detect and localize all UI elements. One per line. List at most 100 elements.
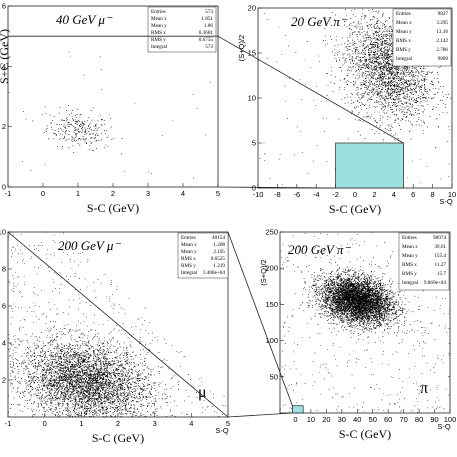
stats-value: 11.27: [435, 262, 447, 268]
stats-label: Mean x: [396, 20, 412, 26]
x-axis-label: S-C (GeV): [87, 201, 139, 215]
stats-value: 1.86: [204, 23, 213, 29]
stats-label: Mean y: [151, 23, 167, 29]
stats-label: Entries: [151, 9, 166, 15]
stats-value: 1.219: [213, 263, 225, 269]
stats-label: Mean y: [402, 253, 418, 259]
y-tick-label: 0: [2, 183, 6, 192]
stats-label: Integral: [396, 56, 413, 62]
plot-title: 200 GeV π⁻: [288, 242, 351, 257]
diagonal-cut-line: [7, 231, 229, 418]
stats-value: 2.105: [213, 249, 225, 255]
x-tick-label: -4: [313, 190, 320, 199]
corner-axis-label: S-Q: [437, 422, 451, 431]
y-tick-label: 0: [252, 184, 256, 193]
x-tick-label: 0: [43, 419, 47, 428]
y-tick-label: 2: [2, 376, 6, 385]
y-axis-label: S+C (GeV): [0, 29, 11, 84]
stats-label: RMS y: [181, 263, 196, 269]
y-tick-label: 2: [2, 122, 6, 131]
plot-p4: 0 10 20 30 40 50 60 70 80 90 100 50 100 150 200 250 200 …: [259, 228, 456, 442]
plot-title: 200 GeV μ⁻: [58, 238, 121, 253]
x-tick-label: -1: [5, 189, 12, 198]
stats-value: 2.142: [436, 38, 448, 44]
x-tick-label: 2: [372, 190, 376, 199]
stats-value: 1.851: [201, 16, 213, 22]
zoom-connector-line: [217, 186, 336, 189]
stats-label: Integral: [402, 280, 419, 286]
stats-label: RMS x: [181, 256, 196, 262]
x-tick-label: 5: [226, 419, 230, 428]
stats-value: 3.295: [436, 20, 448, 26]
stats-label: RMS y: [151, 37, 166, 43]
x-tick-label: 20: [322, 415, 330, 424]
x-tick-label: -8: [274, 190, 281, 199]
y-axis-label: (S+Q)/2: [237, 35, 246, 61]
stats-value: 98974: [433, 235, 446, 241]
stats-label: Integral: [151, 44, 168, 50]
x-tick-label: 4: [392, 190, 396, 199]
stats-box: [147, 6, 217, 53]
zoom-connectors: [7, 35, 404, 418]
x-tick-label: 10: [307, 415, 315, 424]
x-axis-label: S-C (GeV): [329, 202, 381, 216]
stats-value: 9809: [438, 56, 449, 62]
x-tick-label: 1: [76, 189, 80, 198]
plot-title: 20 GeV π⁻: [291, 14, 348, 29]
stats-value: 155.4: [434, 253, 446, 259]
x-tick-label: 30: [338, 415, 346, 424]
x-tick-label: 0: [353, 190, 357, 199]
y-tick-label: 10: [248, 94, 256, 103]
x-axis-label: S-C (GeV): [92, 431, 144, 445]
x-tick-label: -1: [5, 419, 12, 428]
x-tick-label: 2: [111, 189, 115, 198]
scatter-points: [8, 51, 211, 179]
stats-value: 2.786: [436, 47, 448, 53]
y-tick-label: 5: [252, 139, 256, 148]
x-tick-label: 10: [448, 190, 456, 199]
x-tick-label: 1: [79, 419, 83, 428]
x-tick-label: 3: [146, 189, 150, 198]
x-tick-label: -10: [253, 190, 264, 199]
y-tick-label: 8: [2, 265, 6, 274]
y-tick-label: 6: [2, 302, 6, 311]
stats-label: Integral: [181, 270, 198, 276]
stats-value: 13.16: [436, 29, 448, 35]
stats-value: 573: [205, 9, 213, 15]
stats-box: [177, 232, 229, 279]
y-tick-label: 250: [265, 228, 278, 237]
zoom-connector-line: [227, 412, 293, 418]
y-tick-label: 150: [265, 300, 278, 309]
stats-label: Mean y: [396, 29, 412, 35]
x-tick-label: 0: [293, 415, 297, 424]
y-tick-label: 10: [0, 228, 6, 237]
zoom-connector-line: [217, 35, 404, 144]
stats-value: 9827: [438, 11, 449, 17]
corner-axis-label: S-Q: [439, 197, 453, 206]
stats-label: Entries: [181, 235, 196, 241]
x-tick-label: 0: [41, 189, 45, 198]
stats-value: 0.6755: [199, 37, 214, 43]
stats-label: RMS x: [402, 262, 417, 268]
y-tick-label: 50: [270, 372, 278, 381]
stats-value: 40154: [212, 235, 225, 241]
x-tick-label: 6: [411, 190, 415, 199]
zoom-region-box: [335, 142, 404, 189]
x-tick-label: -6: [293, 190, 300, 199]
particle-label: μ: [198, 384, 207, 401]
stats-value: 0.6525: [211, 256, 226, 262]
stats-value: 0.3681: [199, 30, 214, 36]
x-tick-label: 3: [153, 419, 157, 428]
zoom-region-box: [292, 405, 304, 414]
x-tick-label: 50: [369, 415, 377, 424]
stats-label: RMS y: [396, 47, 411, 53]
y-axis-label: (S+Q)/2: [259, 259, 268, 285]
stats-box: [398, 232, 450, 291]
y-tick-label: 15: [248, 49, 256, 58]
x-tick-label: 2: [116, 419, 120, 428]
y-tick-label: 20: [248, 4, 256, 13]
plot-title: 40 GeV μ⁻: [56, 12, 113, 27]
scatter-points: [280, 231, 451, 413]
stats-value: 15.7: [437, 271, 446, 277]
